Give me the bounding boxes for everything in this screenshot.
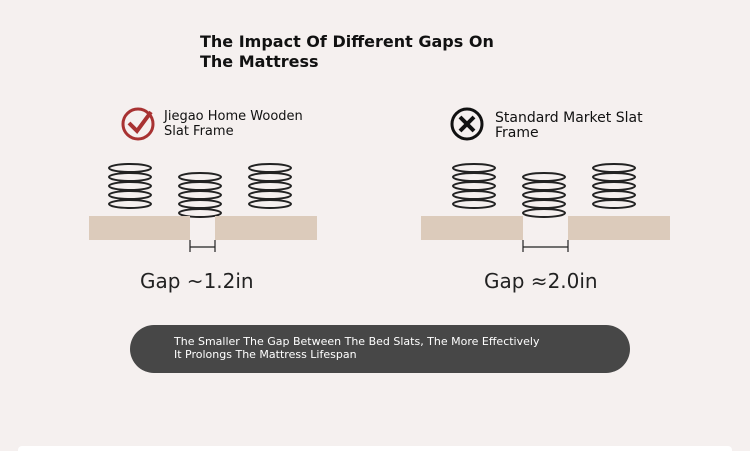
- note: The Smaller The Gap Between The Bed Slat…: [130, 325, 630, 373]
- spring-coil: [452, 199, 496, 209]
- gap-label: Gap ≈2.0in: [484, 269, 598, 293]
- footer-strip: [18, 446, 732, 451]
- spring-coil: [248, 199, 292, 209]
- check-mark: [127, 110, 153, 135]
- slat: [89, 216, 190, 240]
- spring-coil: [108, 190, 152, 200]
- spring-coil: [178, 199, 222, 209]
- spring-coil: [108, 181, 152, 191]
- spring-coil: [592, 190, 636, 200]
- gap-marker: [189, 240, 216, 252]
- spring-coil: [248, 181, 292, 191]
- spring-coil: [108, 199, 152, 209]
- spring-coil: [178, 208, 222, 218]
- spring-coil: [108, 172, 152, 182]
- slat: [421, 216, 523, 240]
- spring-coil: [592, 163, 636, 173]
- spring-coil: [178, 181, 222, 191]
- panel-label: Jiegao Home Wooden Slat Frame: [164, 109, 303, 139]
- spring-coil: [248, 172, 292, 182]
- spring-coil: [178, 172, 222, 182]
- spring-coil: [522, 208, 566, 218]
- spring-coil: [452, 163, 496, 173]
- slat: [215, 216, 317, 240]
- springs: [108, 163, 636, 218]
- check-icon: [121, 107, 155, 141]
- spring-coil: [248, 190, 292, 200]
- spring-coil: [108, 163, 152, 173]
- spring-coil: [452, 190, 496, 200]
- spring-coil: [522, 199, 566, 209]
- spring-coil: [178, 190, 222, 200]
- spring-coil: [592, 199, 636, 209]
- spring-coil: [592, 172, 636, 182]
- gap-marker: [522, 240, 569, 252]
- panel-label: Standard Market Slat Frame: [495, 110, 643, 141]
- slat: [568, 216, 670, 240]
- spring-coil: [592, 181, 636, 191]
- spring-coil: [522, 190, 566, 200]
- spring-coil: [452, 181, 496, 191]
- cross-icon: [450, 107, 484, 141]
- cross-mark: [458, 115, 476, 133]
- spring-coil: [452, 172, 496, 182]
- spring-coil: [522, 181, 566, 191]
- spring-coil: [248, 163, 292, 173]
- spring-coil: [522, 172, 566, 182]
- title: The Impact Of Different Gaps On The Matt…: [200, 32, 494, 71]
- gap-label: Gap ~1.2in: [140, 269, 254, 293]
